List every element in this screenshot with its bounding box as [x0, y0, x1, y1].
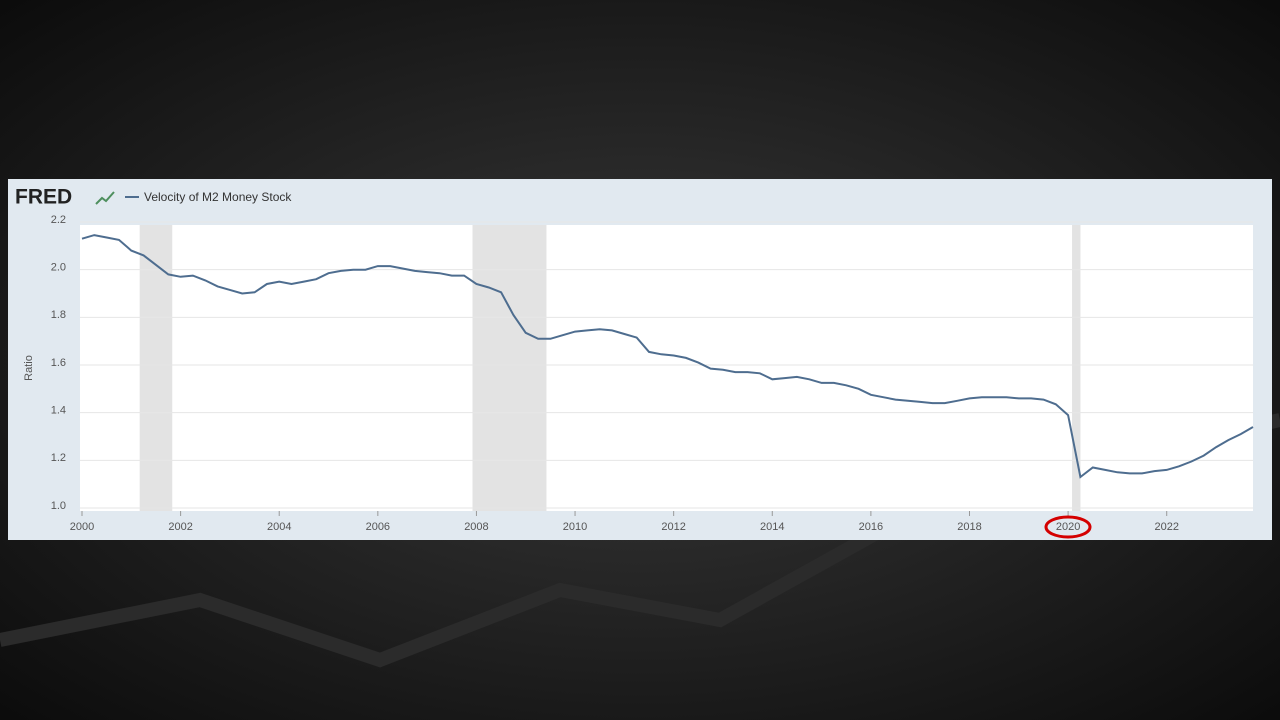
- highlight-circle: [1044, 515, 1092, 539]
- x-tick-label: 2010: [563, 521, 587, 533]
- y-tick-label: 2.2: [51, 214, 66, 226]
- recession-band: [1072, 225, 1081, 511]
- x-tick-label: 2004: [267, 521, 291, 533]
- y-tick-label: 2.0: [51, 262, 66, 274]
- x-tick-label: 2006: [366, 521, 390, 533]
- y-tick-label: 1.6: [51, 357, 66, 369]
- x-tick-label: 2012: [661, 521, 685, 533]
- x-tick-label: 2020: [1056, 521, 1080, 533]
- recession-band: [472, 225, 547, 511]
- x-tick-label: 2018: [957, 521, 981, 533]
- recession-band: [139, 225, 173, 511]
- x-tick-label: 2000: [70, 521, 94, 533]
- x-tick-label: 2022: [1154, 521, 1178, 533]
- legend-label: Velocity of M2 Money Stock: [144, 190, 292, 204]
- brand-logo: FRED: [15, 186, 72, 209]
- series-line: [81, 234, 1254, 479]
- y-tick-label: 1.4: [51, 405, 66, 417]
- plot-area: [80, 225, 1253, 511]
- logo-icon: [95, 191, 115, 205]
- x-tick-label: 2008: [464, 521, 488, 533]
- y-tick-label: 1.2: [51, 452, 66, 464]
- x-tick-label: 2016: [859, 521, 883, 533]
- x-tick-label: 2014: [760, 521, 784, 533]
- y-axis-label: Ratio: [23, 355, 35, 381]
- y-tick-label: 1.8: [51, 309, 66, 321]
- x-tick-label: 2002: [168, 521, 192, 533]
- y-tick-label: 1.0: [51, 500, 66, 512]
- plot: 1.0 1.2 1.4 1.6 1.8 2.0 2.2 2000 2002 2004 2006 200…: [23, 190, 1254, 533]
